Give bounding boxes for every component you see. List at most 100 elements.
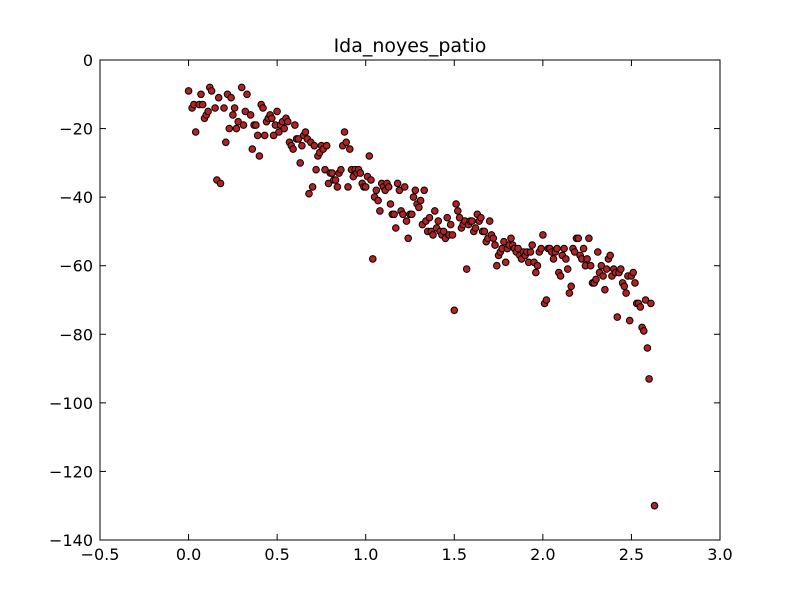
data-point [344, 183, 352, 191]
data-point [386, 200, 395, 208]
data-point [402, 217, 411, 225]
data-point [211, 104, 219, 112]
data-point [216, 179, 225, 188]
x-tick-label: 3.0 [707, 545, 732, 564]
data-point [411, 186, 420, 195]
data-point [526, 248, 535, 256]
data-point [643, 344, 652, 352]
y-tick-label: −100 [49, 394, 93, 413]
data-point [533, 261, 542, 270]
data-point [586, 261, 595, 270]
y-tick-label: −120 [49, 462, 93, 481]
data-point [585, 234, 593, 243]
data-point [415, 203, 423, 212]
data-point [443, 213, 452, 222]
data-point [556, 272, 565, 280]
data-point [489, 234, 498, 243]
data-point [356, 169, 365, 177]
x-tick-label: 1.0 [353, 545, 378, 564]
data-point [620, 282, 629, 291]
data-point [514, 244, 522, 253]
data-point [462, 265, 471, 273]
data-point [601, 285, 609, 294]
data-point [434, 217, 443, 225]
data-point [553, 244, 561, 253]
data-point [446, 220, 455, 229]
data-point [425, 213, 434, 222]
data-point [259, 104, 267, 112]
data-point [450, 306, 459, 315]
data-point [273, 107, 281, 116]
data-point [284, 117, 292, 126]
data-point [232, 124, 241, 133]
data-point [191, 128, 200, 136]
y-tick-label: −20 [59, 120, 93, 139]
data-point [570, 248, 579, 256]
data-point [613, 313, 622, 321]
data-point [361, 183, 370, 191]
data-point [395, 186, 404, 195]
data-point [454, 207, 462, 215]
data-point [650, 501, 659, 510]
x-tick-label: −0.5 [81, 545, 120, 564]
data-point [565, 289, 574, 297]
data-point [562, 255, 570, 263]
data-point [230, 104, 239, 112]
data-point [491, 241, 499, 249]
x-tick-label: 1.5 [442, 545, 467, 564]
y-tick-label: −60 [59, 257, 93, 276]
data-point [393, 179, 402, 188]
data-point [301, 128, 310, 136]
data-point [471, 224, 480, 232]
data-point [563, 265, 572, 273]
data-point [280, 124, 289, 133]
data-point [367, 176, 375, 184]
data-point [260, 131, 269, 140]
data-point [204, 107, 212, 116]
data-point [507, 234, 515, 243]
data-point [641, 296, 650, 304]
data-point [328, 169, 336, 177]
data-point [485, 217, 494, 225]
data-point [255, 152, 264, 160]
data-point [477, 213, 485, 222]
data-point [537, 244, 545, 253]
data-point [542, 296, 551, 304]
data-point [567, 282, 576, 291]
data-point [369, 255, 377, 263]
data-point [372, 186, 381, 195]
data-point [239, 121, 248, 129]
data-point [583, 255, 591, 263]
data-point [225, 124, 234, 133]
data-point [420, 186, 429, 195]
data-point [468, 217, 476, 225]
data-point [455, 213, 464, 222]
data-point [310, 141, 319, 150]
data-point [294, 135, 303, 143]
data-point [606, 251, 615, 260]
data-point [296, 159, 305, 167]
data-point [647, 299, 655, 308]
data-point [622, 289, 630, 297]
data-point [331, 176, 340, 184]
data-point [342, 138, 351, 147]
data-point [439, 227, 448, 236]
data-point [269, 131, 278, 140]
data-point [197, 90, 205, 99]
data-point [246, 111, 255, 119]
data-point [384, 183, 393, 191]
data-point [248, 145, 257, 153]
data-point [220, 104, 228, 112]
data-point [399, 210, 407, 219]
data-point [289, 145, 297, 153]
data-point [237, 83, 246, 92]
data-point [374, 196, 382, 205]
data-point [184, 87, 193, 95]
data-point [305, 189, 313, 198]
x-tick-label: 0.0 [176, 545, 201, 564]
data-point [298, 141, 306, 150]
data-point [617, 265, 625, 273]
data-point [308, 183, 317, 191]
y-tick-label: −40 [59, 188, 93, 207]
data-point [493, 261, 501, 270]
